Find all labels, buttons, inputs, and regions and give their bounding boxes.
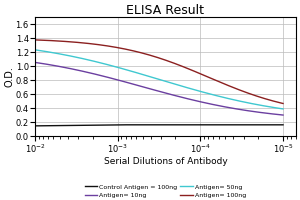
Antigen= 10ng <box>189 98 193 101</box>
Antigen= 10ng <box>131 83 135 85</box>
Control Antigen = 100ng <box>214 124 218 126</box>
Antigen= 50ng <box>63 54 67 56</box>
Antigen= 100ng <box>189 69 193 71</box>
Antigen= 50ng <box>214 94 217 97</box>
Antigen= 100ng <box>281 102 285 105</box>
Antigen= 10ng <box>212 104 216 106</box>
Antigen= 100ng <box>114 46 118 49</box>
Line: Control Antigen = 100ng: Control Antigen = 100ng <box>35 125 283 126</box>
Control Antigen = 100ng <box>213 124 217 126</box>
Antigen= 10ng <box>214 104 217 106</box>
Title: ELISA Result: ELISA Result <box>126 4 204 17</box>
Control Antigen = 100ng <box>190 124 194 126</box>
Antigen= 50ng <box>189 88 193 90</box>
Antigen= 10ng <box>281 114 285 116</box>
Antigen= 10ng <box>114 78 118 81</box>
Control Antigen = 100ng <box>114 124 118 126</box>
Control Antigen = 100ng <box>116 124 120 126</box>
Antigen= 100ng <box>212 78 216 81</box>
Line: Antigen= 100ng: Antigen= 100ng <box>35 40 283 103</box>
Y-axis label: O.D.: O.D. <box>4 66 14 87</box>
Line: Antigen= 10ng: Antigen= 10ng <box>35 62 283 115</box>
Antigen= 100ng <box>131 50 135 52</box>
Antigen= 50ng <box>212 94 216 96</box>
Antigen= 50ng <box>114 66 118 68</box>
Control Antigen = 100ng <box>132 124 136 126</box>
Line: Antigen= 50ng: Antigen= 50ng <box>35 50 283 109</box>
Control Antigen = 100ng <box>281 124 285 126</box>
Antigen= 50ng <box>281 108 285 110</box>
Control Antigen = 100ng <box>33 125 37 127</box>
Antigen= 50ng <box>131 71 135 73</box>
Antigen= 10ng <box>33 61 37 64</box>
Antigen= 50ng <box>33 49 37 51</box>
Antigen= 10ng <box>63 66 67 69</box>
X-axis label: Serial Dilutions of Antibody: Serial Dilutions of Antibody <box>103 157 227 166</box>
Legend: Control Antigen = 100ng, Antigen= 10ng, Antigen= 50ng, Antigen= 100ng: Control Antigen = 100ng, Antigen= 10ng, … <box>85 184 246 198</box>
Antigen= 100ng <box>63 40 67 43</box>
Antigen= 100ng <box>33 39 37 41</box>
Antigen= 100ng <box>214 79 217 81</box>
Control Antigen = 100ng <box>63 124 67 127</box>
